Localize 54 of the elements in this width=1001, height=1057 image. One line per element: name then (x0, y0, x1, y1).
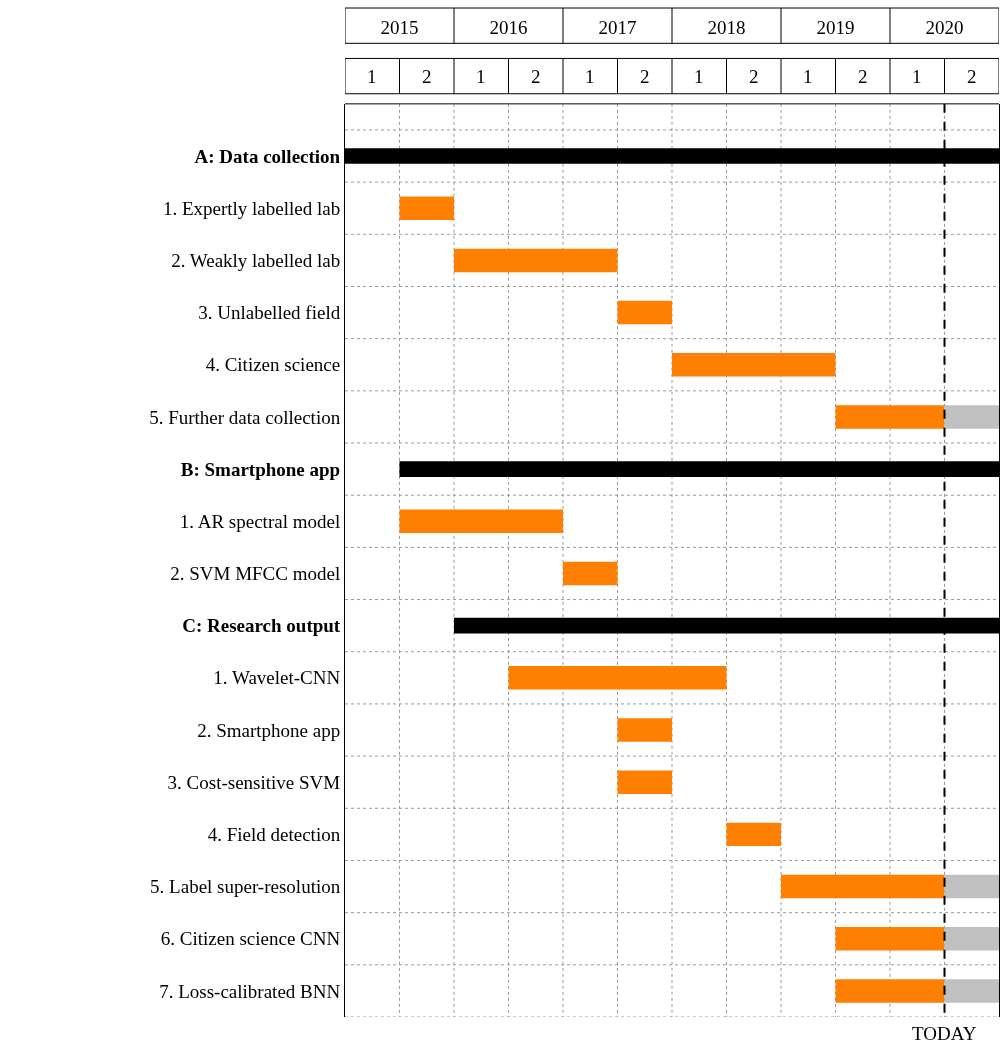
text: 2 (531, 66, 541, 87)
x-tick-label: 2020 (925, 16, 964, 38)
text: 2 (858, 66, 868, 87)
text: 1 (803, 66, 813, 87)
bar (944, 926, 999, 951)
y-tick-label: 4. Citizen science (205, 354, 341, 376)
bar (563, 561, 618, 586)
bar (399, 196, 454, 220)
y-tick-label: 2. SVM MFCC model (170, 563, 341, 585)
ref-line-label: TODAY (912, 1023, 977, 1044)
y-tick-label: 1. Expertly labelled lab (162, 197, 341, 219)
y-tick-label: 2. Smartphone app (197, 719, 341, 741)
x-tick-label: 2016 (489, 16, 528, 38)
bar (617, 770, 672, 794)
text: 1 (694, 66, 704, 87)
y-tick-label: 3. Unlabelled field (198, 302, 341, 324)
text: 1 (912, 66, 922, 87)
y-tick-label: 4. Field detection (207, 824, 341, 846)
y-tick-label: 5. Label super-resolution (150, 876, 341, 898)
y-tick-label: 5. Further data collection (149, 406, 341, 428)
text: 1 (585, 66, 595, 87)
bar (399, 509, 563, 534)
y-tick-label: 7. Loss-calibrated BNN (159, 980, 341, 1002)
bar (726, 822, 781, 847)
bar (944, 874, 999, 899)
bar (454, 248, 618, 273)
y-tick-label: 2. Weakly labelled lab (171, 250, 341, 272)
bar (835, 979, 945, 1003)
y-tick-label: 1. AR spectral model (179, 510, 341, 532)
y-tick-label: 3. Cost-sensitive SVM (167, 771, 341, 793)
text: 2 (422, 66, 432, 87)
y-tick-label: 6. Citizen science CNN (160, 928, 341, 950)
text: 1 (476, 66, 486, 87)
y-tick-label: B: Smartphone app (180, 458, 341, 480)
bar (835, 405, 945, 429)
text: 1 (367, 66, 377, 87)
bar (781, 874, 945, 899)
x-tick-label: 2019 (816, 16, 855, 38)
bar (835, 926, 945, 951)
x-tick-label: 2018 (707, 16, 746, 38)
text: 2 (967, 66, 977, 87)
y-tick-label: C: Research output (182, 615, 341, 637)
y-tick-label: A: Data collection (194, 145, 341, 167)
bar (672, 353, 836, 377)
bar (944, 405, 999, 429)
bar (508, 666, 727, 690)
x-tick-label: 2017 (598, 16, 637, 38)
text: 2 (749, 66, 759, 87)
bar (617, 718, 672, 742)
bar (617, 300, 672, 325)
y-tick-label: 1. Wavelet-CNN (213, 667, 341, 689)
x-tick-label: 2015 (380, 16, 419, 38)
text: 2 (640, 66, 650, 87)
bar (944, 979, 999, 1003)
